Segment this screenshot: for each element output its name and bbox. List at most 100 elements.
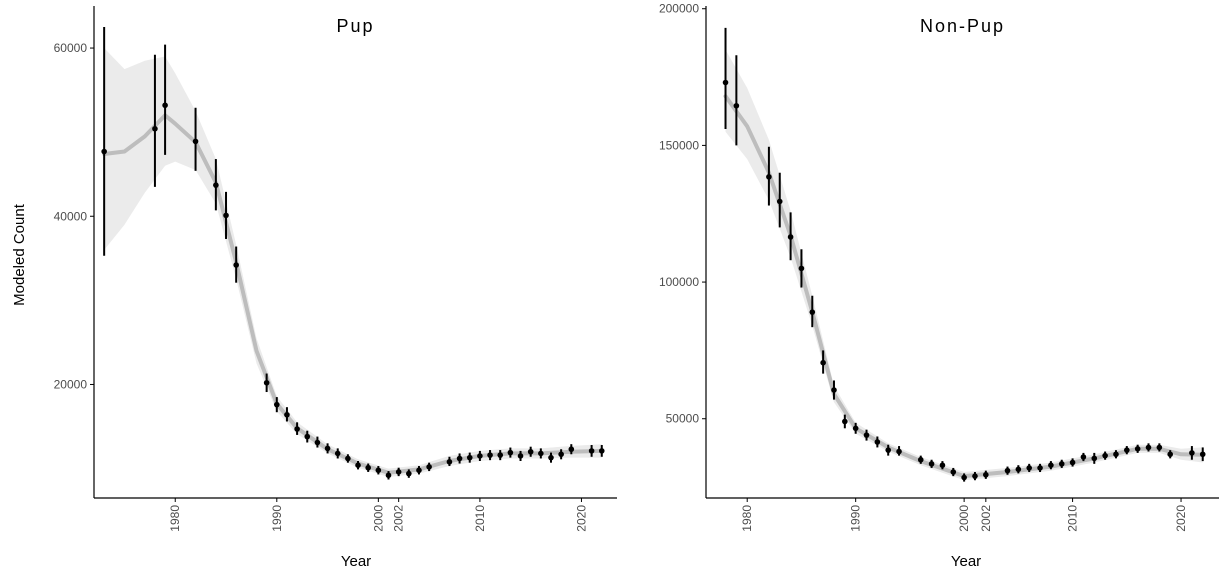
data-point (1091, 455, 1098, 462)
data-point (517, 453, 524, 459)
data-point (885, 447, 892, 453)
data-point (395, 469, 402, 475)
data-point (1134, 446, 1141, 452)
data-point (416, 467, 422, 474)
y-tick-label: 200000 (659, 2, 699, 16)
data-point (487, 452, 493, 458)
data-point (950, 469, 957, 475)
data-point (766, 174, 772, 180)
data-point (1037, 465, 1043, 471)
data-point (456, 455, 463, 462)
data-point (466, 454, 473, 461)
trend-line (102, 113, 604, 475)
x-tick-label: 2002 (392, 505, 406, 532)
data-point (406, 470, 412, 477)
data-point (588, 448, 595, 454)
y-tick-label: 50000 (666, 412, 700, 426)
data-point (527, 448, 534, 455)
data-point (1048, 462, 1054, 469)
panel-title: Non-Pup (920, 16, 1005, 36)
data-point (548, 454, 554, 461)
y-tick-label: 40000 (54, 209, 88, 223)
data-point (896, 448, 902, 455)
data-point (1189, 450, 1195, 456)
data-point (294, 426, 300, 432)
data-point (568, 446, 575, 453)
data-point (162, 102, 168, 109)
data-point (809, 309, 816, 315)
data-point (1026, 465, 1033, 471)
x-tick-label: 1980 (168, 505, 182, 532)
x-tick-label: 2010 (473, 505, 487, 532)
data-point (355, 462, 361, 469)
data-point (446, 459, 453, 465)
trend-line (723, 94, 1205, 479)
data-point (1199, 451, 1206, 458)
data-point (497, 452, 504, 458)
data-point (776, 198, 783, 205)
data-point (820, 359, 826, 366)
x-tick-label: 2002 (979, 505, 993, 532)
data-point (273, 401, 280, 408)
x-tick-label: 2020 (575, 505, 589, 532)
x-tick-label: 2010 (1066, 505, 1080, 532)
data-point (733, 102, 740, 109)
data-point (831, 387, 837, 393)
data-point (1124, 447, 1130, 453)
data-point (558, 451, 564, 458)
data-point (928, 461, 935, 467)
x-axis-title-non-pup: Year (951, 553, 981, 570)
data-point (787, 234, 794, 240)
data-point (1102, 452, 1108, 459)
panel-pup: 20000 40000 60000 1980 1990 2000 2002 2010 2020 P… (54, 6, 617, 532)
data-point (1004, 467, 1011, 474)
data-point (101, 148, 107, 155)
data-point (152, 125, 158, 132)
data-point (477, 453, 483, 459)
data-point (213, 182, 219, 188)
data-point (598, 448, 605, 454)
data-point (852, 425, 859, 432)
data-point (1167, 451, 1173, 458)
data-point (983, 471, 989, 478)
data-point (263, 379, 270, 386)
x-axis-title-pup: Year (341, 553, 371, 570)
data-point (939, 462, 946, 469)
y-tick-label: 100000 (659, 275, 699, 289)
data-point (304, 433, 311, 440)
data-point (324, 445, 331, 452)
data-point (1015, 466, 1022, 473)
data-point (874, 439, 881, 445)
data-point (375, 467, 382, 474)
data-point (863, 432, 870, 438)
data-point (385, 472, 392, 479)
data-point (972, 473, 978, 479)
data-point (192, 138, 199, 145)
data-point (1156, 444, 1163, 451)
y-tick-label: 20000 (54, 377, 88, 391)
data-point (1080, 454, 1087, 460)
trend-ribbon (104, 48, 602, 477)
panel-non-pup: 50000 100000 150000 200000 1980 1990 2000 2002 2… (659, 2, 1219, 532)
data-point (1069, 459, 1076, 466)
data-point (223, 212, 229, 219)
x-tick-label: 1990 (270, 505, 284, 532)
data-point (1113, 451, 1119, 458)
data-point (284, 411, 290, 418)
x-tick-label: 2020 (1174, 505, 1188, 532)
y-tick-label: 60000 (54, 41, 88, 55)
data-point (917, 456, 924, 463)
x-tick-label: 1980 (740, 505, 754, 532)
data-point (345, 455, 351, 462)
data-point (842, 418, 848, 425)
data-point (507, 449, 514, 456)
y-tick-label: 150000 (659, 138, 699, 152)
data-point (538, 450, 544, 457)
data-point (1058, 461, 1065, 467)
data-point (233, 262, 239, 268)
data-point (798, 265, 805, 272)
data-point (1145, 444, 1152, 451)
panel-title: Pup (336, 16, 374, 36)
data-point (961, 474, 967, 481)
